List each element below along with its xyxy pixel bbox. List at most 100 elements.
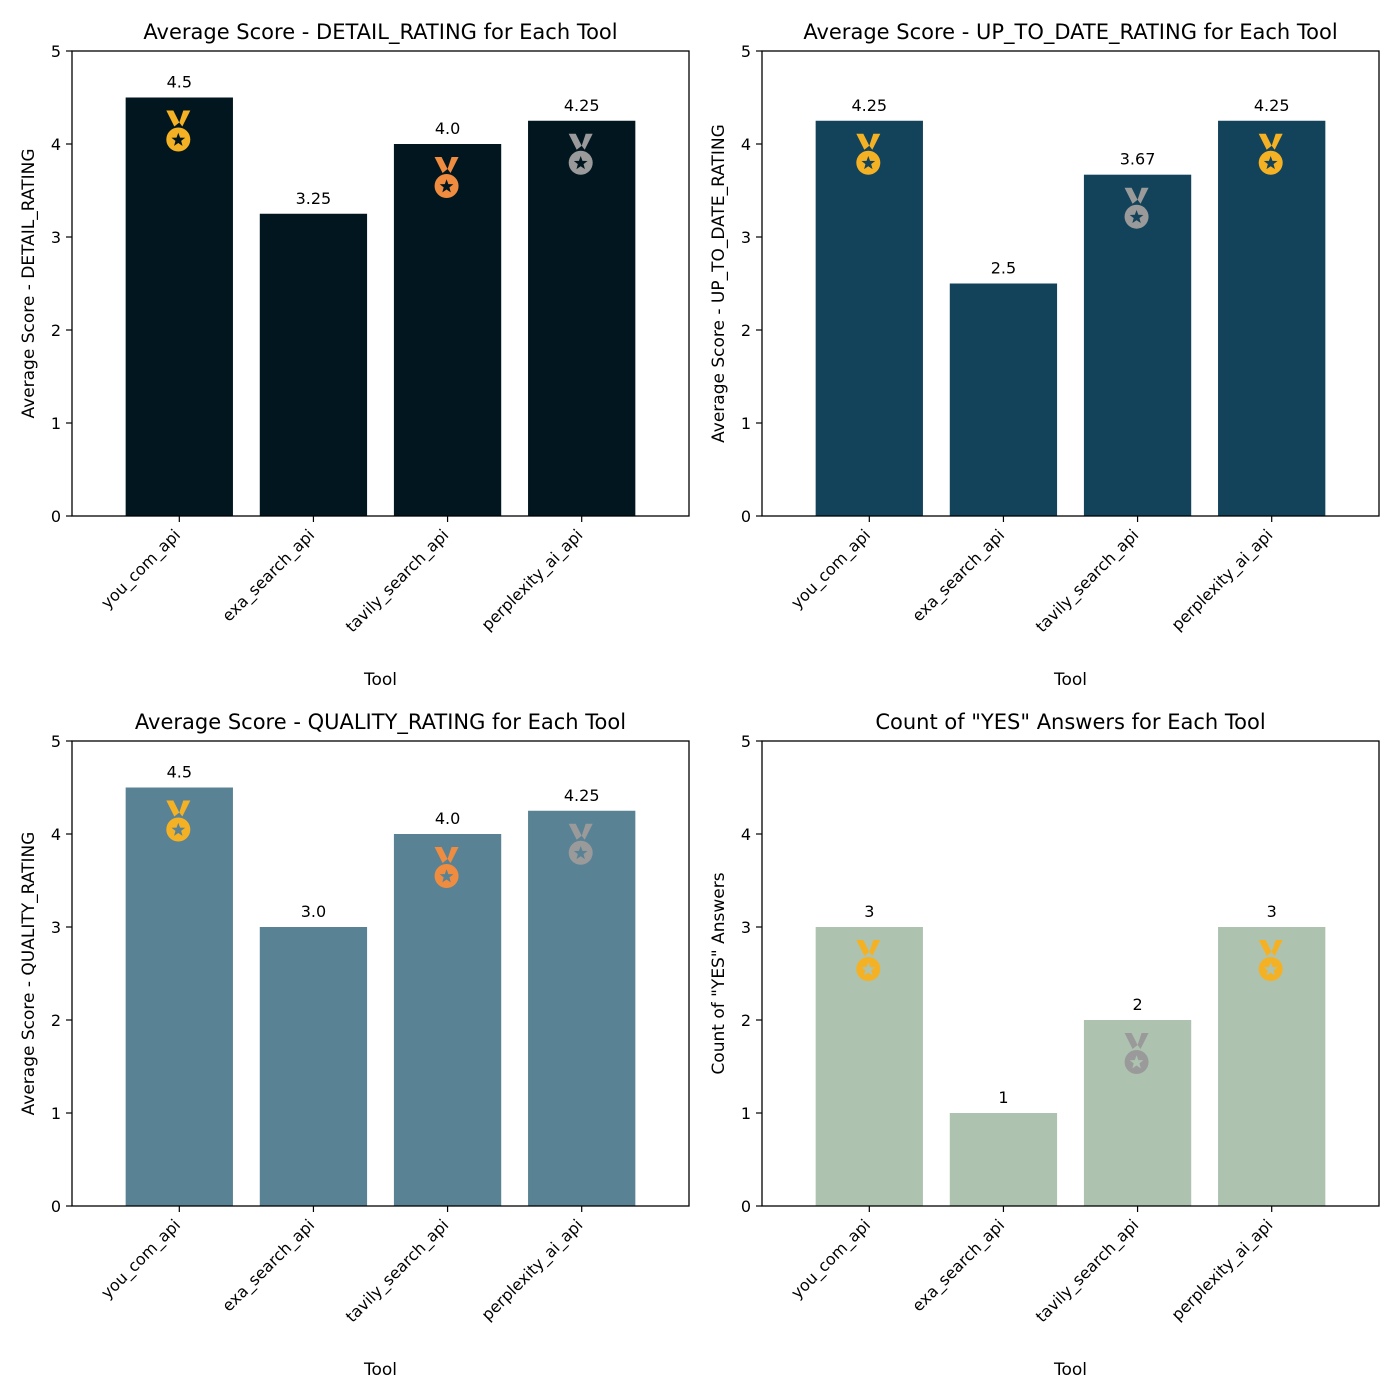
- bar-tavily_search_api: [393, 144, 502, 516]
- x-axis-label: Tool: [363, 1360, 397, 1380]
- y-tick-label: 1: [51, 1104, 61, 1123]
- x-tick-label: tavily_search_api: [342, 525, 453, 636]
- x-tick-label: you_com_api: [97, 1215, 185, 1303]
- y-axis-label: Average Score - UP_TO_DATE_RATING: [709, 124, 729, 443]
- chart-panel-4: Count of "YES" Answers for Each Tool 3 1 2 3…: [709, 710, 1380, 1380]
- y-tick-label: 0: [741, 1197, 751, 1216]
- value-label: 4.5: [167, 73, 192, 92]
- silver-medal-icon: [1124, 187, 1149, 229]
- y-tick-label: 4: [741, 825, 751, 844]
- silver-medal-icon: [568, 823, 593, 865]
- y-tick-label: 0: [51, 1197, 61, 1216]
- bar-exa_search_api: [949, 1113, 1058, 1206]
- x-tick-label: you_com_api: [787, 1215, 875, 1303]
- axes-frame: [761, 740, 1380, 1207]
- bar-tavily_search_api: [1083, 1020, 1192, 1206]
- x-axis-label: Tool: [1053, 1360, 1087, 1380]
- chart-panel-1: Average Score - DETAIL_RATING for Each T…: [19, 20, 690, 690]
- axes-frame: [71, 740, 690, 1207]
- axes-frame: [71, 50, 690, 517]
- y-tick-label: 0: [51, 507, 61, 526]
- value-label: 1: [998, 1088, 1008, 1107]
- value-label: 4.25: [564, 96, 600, 115]
- gold-medal-icon: [166, 800, 191, 842]
- value-label: 3: [1267, 902, 1277, 921]
- x-tick-label: tavily_search_api: [342, 1215, 453, 1326]
- x-tick-label: you_com_api: [787, 525, 875, 613]
- bar-perplexity_ai_api: [528, 810, 636, 1206]
- value-label: 3.25: [296, 189, 332, 208]
- y-tick-label: 5: [741, 732, 751, 751]
- bar-tavily_search_api: [1083, 174, 1192, 516]
- value-label: 4.25: [1254, 96, 1290, 115]
- y-tick-label: 5: [51, 732, 61, 751]
- y-tick-label: 5: [741, 42, 751, 61]
- value-label: 4.25: [564, 786, 600, 805]
- bar-you_com_api: [125, 97, 233, 516]
- y-tick-label: 3: [741, 228, 751, 247]
- y-tick-label: 3: [51, 228, 61, 247]
- value-label: 4.25: [851, 96, 887, 115]
- value-label: 4.0: [435, 809, 460, 828]
- y-tick-label: 2: [741, 321, 751, 340]
- y-tick-label: 0: [741, 507, 751, 526]
- y-tick-label: 3: [51, 918, 61, 937]
- y-tick-label: 5: [51, 42, 61, 61]
- bronze-medal-icon: [434, 157, 459, 198]
- y-axis-label: Average Score - QUALITY_RATING: [19, 832, 39, 1116]
- x-tick-label: exa_search_api: [218, 525, 319, 626]
- y-tick-label: 1: [741, 414, 751, 433]
- y-tick-label: 2: [741, 1011, 751, 1030]
- x-tick-label: you_com_api: [97, 525, 185, 613]
- x-tick-label: tavily_search_api: [1032, 525, 1143, 636]
- bar-perplexity_ai_api: [1218, 120, 1326, 516]
- value-label: 2: [1132, 995, 1142, 1014]
- chart-title: Average Score - UP_TO_DATE_RATING for Ea…: [803, 20, 1337, 45]
- bar-exa_search_api: [949, 283, 1058, 516]
- y-tick-label: 2: [51, 1011, 61, 1030]
- chart-title: Average Score - QUALITY_RATING for Each …: [135, 710, 626, 735]
- x-tick-label: exa_search_api: [908, 1215, 1009, 1316]
- value-label: 3.67: [1120, 150, 1156, 169]
- y-axis-label: Average Score - DETAIL_RATING: [19, 149, 39, 419]
- y-tick-label: 4: [741, 135, 751, 154]
- chart-title: Average Score - DETAIL_RATING for Each T…: [143, 20, 617, 45]
- gold-medal-icon: [1258, 133, 1283, 175]
- x-tick-label: exa_search_api: [908, 525, 1009, 626]
- x-tick-label: exa_search_api: [218, 1215, 319, 1316]
- bronze-medal-icon: [434, 847, 459, 888]
- bar-you_com_api: [815, 120, 923, 516]
- y-tick-label: 1: [741, 1104, 751, 1123]
- y-axis-label: Count of "YES" Answers: [709, 872, 729, 1074]
- y-tick-label: 4: [51, 825, 61, 844]
- chart-panel-2: Average Score - UP_TO_DATE_RATING for Ea…: [709, 20, 1380, 690]
- bar-you_com_api: [125, 787, 233, 1206]
- silver-medal-icon: [568, 133, 593, 175]
- y-tick-label: 2: [51, 321, 61, 340]
- x-tick-label: perplexity_ai_api: [478, 1215, 588, 1325]
- bar-tavily_search_api: [393, 834, 502, 1206]
- axes-frame: [761, 50, 1380, 517]
- value-label: 2.5: [991, 259, 1016, 278]
- x-tick-label: tavily_search_api: [1032, 1215, 1143, 1326]
- y-tick-label: 4: [51, 135, 61, 154]
- bar-exa_search_api: [259, 927, 368, 1206]
- gold-medal-icon: [1258, 940, 1283, 981]
- x-tick-label: perplexity_ai_api: [1168, 525, 1278, 635]
- gold-medal-icon: [856, 133, 881, 175]
- bar-perplexity_ai_api: [528, 120, 636, 516]
- x-tick-label: perplexity_ai_api: [1168, 1215, 1278, 1325]
- x-axis-label: Tool: [363, 670, 397, 690]
- x-tick-label: perplexity_ai_api: [478, 525, 588, 635]
- chart-panel-3: Average Score - QUALITY_RATING for Each …: [19, 710, 690, 1380]
- value-label: 4.5: [167, 763, 192, 782]
- y-tick-label: 3: [741, 918, 751, 937]
- gold-medal-icon: [856, 940, 881, 981]
- value-label: 3: [864, 902, 874, 921]
- value-label: 3.0: [301, 902, 326, 921]
- gold-medal-icon: [166, 110, 191, 152]
- value-label: 4.0: [435, 119, 460, 138]
- chart-title: Count of "YES" Answers for Each Tool: [875, 710, 1265, 734]
- y-tick-label: 1: [51, 414, 61, 433]
